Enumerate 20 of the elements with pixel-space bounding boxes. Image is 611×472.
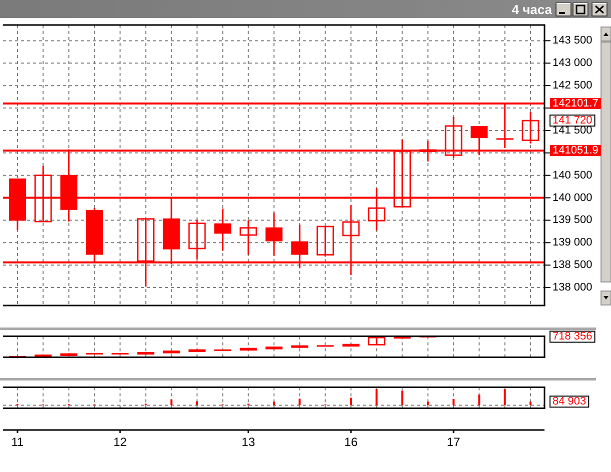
x-tick-label: 11: [11, 435, 24, 449]
x-tick-label: 16: [344, 435, 358, 449]
y-tick-label: 140 500: [552, 169, 592, 182]
text: 141 720: [552, 114, 592, 127]
text: 718 356: [552, 330, 592, 343]
ref-line-label: 142101.7: [552, 97, 598, 110]
y-tick-label: 140 000: [552, 192, 592, 204]
x-tick-label: 13: [242, 435, 256, 449]
y-tick-label: 142 500: [552, 80, 592, 92]
x-tick-label: 17: [446, 435, 461, 449]
y-tick-label: 138 500: [552, 259, 592, 272]
y-tick-label: 143 000: [552, 57, 592, 70]
text: 84 903: [552, 396, 586, 408]
y-tick-label: 138 000: [552, 282, 592, 294]
y-tick-label: 139 000: [552, 236, 592, 249]
x-tick-label: 12: [113, 435, 128, 449]
chart-title: 4 часа: [512, 2, 553, 17]
y-tick-label: 139 500: [552, 214, 592, 226]
ref-line-label: 141051.9: [552, 144, 598, 157]
y-tick-label: 143 500: [552, 34, 592, 47]
